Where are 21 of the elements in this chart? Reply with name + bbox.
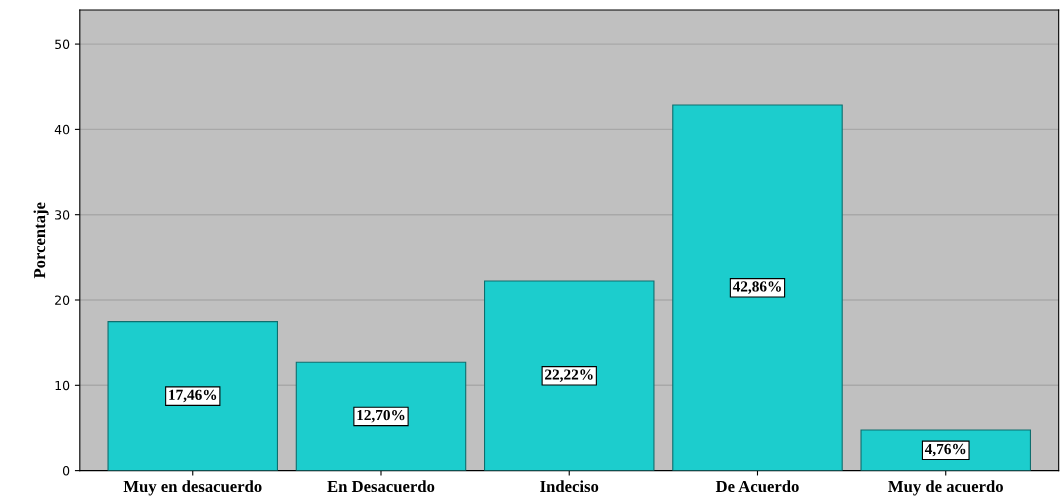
data-label: 4,76%: [924, 443, 966, 457]
data-label: 12,70%: [357, 409, 405, 423]
y-tick-label: 30: [55, 210, 70, 220]
y-tick-label: 0: [62, 466, 70, 476]
x-tick-label: Indeciso: [540, 480, 599, 493]
y-tick-label: 10: [55, 380, 70, 391]
data-label: 22,22%: [545, 369, 593, 382]
bar: [672, 104, 843, 471]
data-label: 42,86%: [732, 281, 781, 294]
data-label: 17,46%: [169, 389, 217, 403]
bar: [107, 321, 279, 471]
y-axis-title: Porcentaje: [33, 202, 49, 279]
x-tick-label: Muy de acuerdo: [888, 480, 1003, 496]
bar: [295, 361, 467, 471]
y-tick-label: 50: [55, 39, 70, 50]
x-tick-label: Muy en desacuerdo: [123, 480, 262, 496]
bar: [483, 280, 655, 471]
x-tick-label: En Desacuerdo: [327, 480, 435, 493]
y-tick-label: 40: [54, 124, 70, 135]
x-tick-label: De Acuerdo: [715, 480, 799, 493]
y-tick-label: 20: [55, 295, 70, 305]
